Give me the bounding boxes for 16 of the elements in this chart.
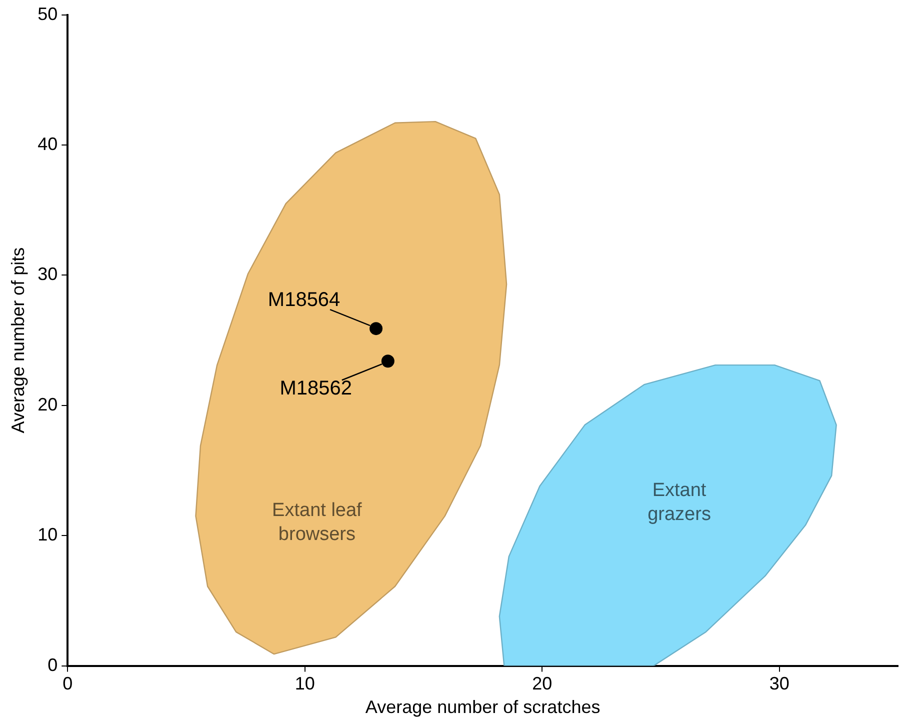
y-tick-label: 10 [38,524,58,545]
y-tick-label: 40 [38,134,58,154]
series-label: Extant leaf browsers [272,500,363,545]
series-label: Extant grazers [648,480,711,526]
x-tick-label: 30 [769,674,790,694]
x-tick-label: 20 [532,674,552,694]
y-axis-title: Average number of pits [8,247,28,434]
annotation: M18562 [280,378,352,400]
y-tick-label: 20 [38,394,58,414]
x-tick-label: 10 [294,674,315,694]
annotation: M18564 [268,289,340,312]
y-tick-label: 50 [38,4,58,24]
x-tick-label: 0 [62,674,73,694]
y-tick-label: 30 [38,264,58,284]
x-axis-title: Average number of scratches [365,697,600,718]
y-tick-label: 0 [48,654,58,675]
